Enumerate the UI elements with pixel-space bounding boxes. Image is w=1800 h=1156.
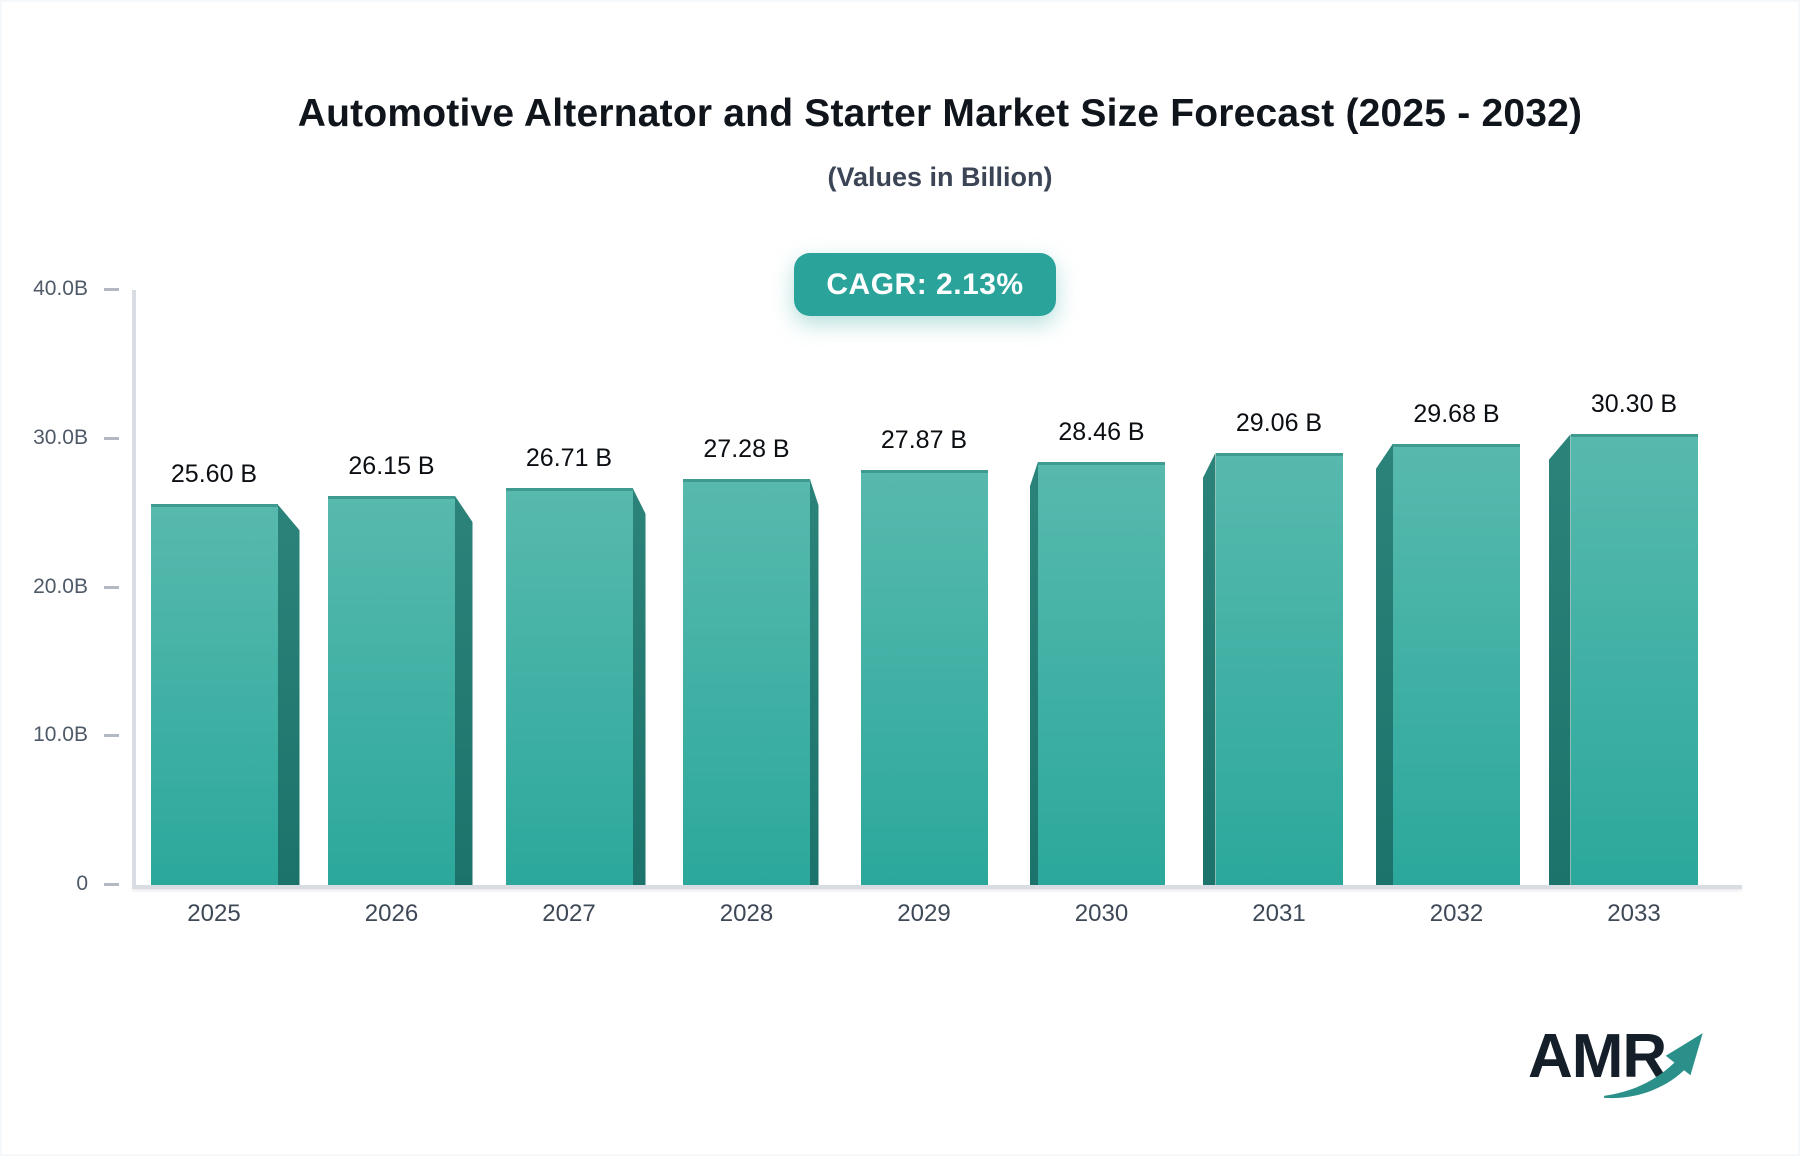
x-axis-label: 2033	[1607, 900, 1661, 927]
bar-value-label: 25.60 B	[170, 460, 258, 489]
chart-title: Automotive Alternator and Starter Market…	[297, 92, 1583, 135]
x-axis-label: 2031	[1252, 900, 1306, 927]
bar-value-label: 27.28 B	[703, 435, 790, 464]
y-axis-tick-mark	[104, 883, 119, 886]
bar-2026	[328, 496, 455, 885]
bar-side-face-2028	[810, 479, 819, 885]
y-axis-tick-label: 0	[76, 872, 88, 895]
cagr-badge: CAGR: 2.13%	[794, 253, 1056, 316]
bar-2029	[860, 470, 988, 885]
x-axis-label: 2028	[719, 900, 774, 927]
y-axis-tick-label: 10.0B	[33, 723, 88, 747]
bar-value-label: 28.46 B	[1058, 417, 1145, 446]
growth-arrow-icon	[1604, 1033, 1703, 1099]
bar-2025	[150, 504, 278, 885]
bar-value-label: 30.30 B	[1590, 390, 1678, 419]
bar-side-face-2030	[1029, 461, 1038, 885]
bar-2030	[1038, 461, 1165, 885]
y-axis-tick-mark	[104, 734, 119, 738]
y-axis-tick-mark	[104, 436, 119, 440]
bar-value-label: 29.68 B	[1413, 399, 1500, 428]
x-axis-label: 2027	[542, 900, 596, 927]
amr-logo: AMR	[1528, 1022, 1718, 1112]
x-axis-label: 2032	[1429, 900, 1484, 927]
bar-value-label: 26.71 B	[525, 443, 613, 472]
y-axis-line	[132, 290, 136, 889]
bar-side-face-2025	[277, 504, 300, 885]
bar-2028	[683, 479, 810, 885]
bar-value-label: 27.87 B	[880, 426, 968, 455]
y-axis-tick-mark	[104, 288, 119, 291]
y-axis-tick-label: 40.0B	[33, 277, 88, 300]
bar-2031	[1215, 452, 1343, 885]
chart-subtitle: (Values in Billion)	[827, 162, 1053, 192]
y-axis-tick-mark	[104, 585, 119, 589]
bar-side-face-2027	[632, 487, 646, 885]
amr-logo-text: AMR	[1528, 1022, 1667, 1091]
bar-side-face-2031	[1202, 452, 1216, 885]
x-axis-label: 2029	[897, 900, 951, 927]
bar-2032	[1393, 443, 1520, 885]
x-axis-label: 2030	[1074, 900, 1129, 927]
bar-side-face-2026	[455, 496, 473, 885]
bar-side-face-2033	[1548, 434, 1571, 885]
x-axis-label: 2026	[364, 900, 419, 927]
bar-2033	[1570, 434, 1698, 885]
x-axis-line	[132, 885, 1742, 889]
bar-2027	[505, 487, 633, 885]
bar-value-label: 26.15 B	[348, 452, 435, 481]
bar-value-label: 29.06 B	[1235, 408, 1323, 437]
y-axis-tick-label: 20.0B	[33, 574, 88, 598]
bar-side-face-2032	[1375, 443, 1393, 885]
x-axis-label: 2025	[187, 900, 241, 927]
y-axis-tick-label: 30.0B	[33, 425, 88, 449]
